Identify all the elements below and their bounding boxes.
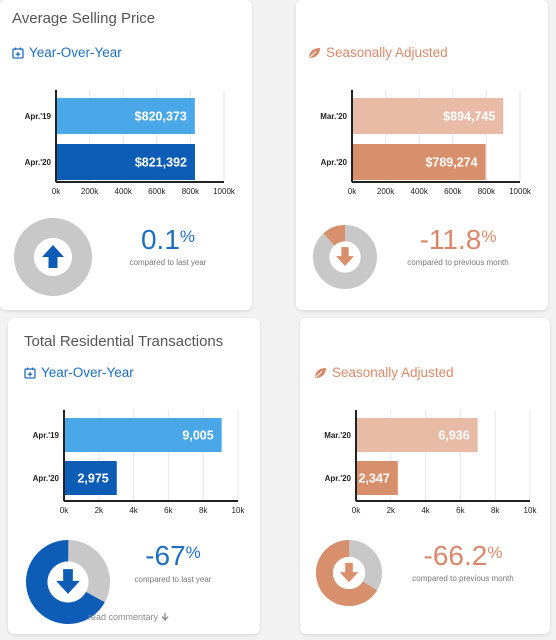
bar-value-label: $789,274 [425, 156, 477, 170]
donut-chart [316, 540, 382, 606]
leaf-icon [315, 367, 326, 378]
bar-value-label: $821,392 [135, 156, 187, 170]
card-transactions-yoy: Total Residential Transactions Year-Over… [8, 318, 260, 634]
category-label: Apr.'20 [33, 474, 60, 483]
bar-chart: 0k 200k 400k 600k 800k 1000k Mar.'20 $894,745 Ap… [320, 90, 532, 196]
x-tick-label: 4k [129, 506, 138, 515]
bar-chart: 0k 2k 4k 6k 8k 10k Apr.'19 9,005 Apr.'20 2,975 [33, 410, 246, 515]
read-commentary-link[interactable]: read commentary [88, 612, 169, 622]
change-number: 0.1 [140, 224, 180, 255]
calendar-icon [24, 367, 36, 379]
bar [357, 418, 478, 452]
x-tick-label: 600k [444, 187, 462, 196]
x-tick-label: 400k [115, 187, 133, 196]
x-tick-label: 0k [60, 506, 69, 515]
change-value: 0.1% [83, 224, 253, 256]
category-label: Mar.'20 [324, 431, 351, 440]
change-number: -66.2 [423, 540, 488, 571]
bar [57, 144, 195, 180]
change-number: -11.8 [419, 224, 482, 255]
calendar-icon [12, 47, 24, 59]
bar [65, 461, 117, 495]
subtitle-year-over-year: Year-Over-Year [24, 365, 134, 380]
x-tick-label: 200k [81, 187, 99, 196]
bar-value-label: 6,936 [438, 429, 469, 443]
x-tick-label: 4k [421, 506, 430, 515]
x-tick-label: 2k [387, 506, 396, 515]
category-label: Apr.'19 [33, 431, 60, 440]
bar-value-label: $894,745 [443, 110, 495, 124]
card-title: Average Selling Price [12, 10, 156, 27]
category-label: Apr.'19 [25, 112, 52, 121]
donut-segment [26, 540, 110, 624]
card-avg-price-seasonal: Seasonally Adjusted 0k 200k 400k 600k 800k 10… [296, 0, 548, 310]
category-label: Apr.'20 [325, 474, 352, 483]
bar-value-label: 2,347 [359, 472, 390, 486]
change-value: -67% [88, 540, 258, 572]
change-number: -67 [145, 540, 186, 571]
x-tick-label: 800k [182, 187, 200, 196]
subtitle-seasonally-adjusted: Seasonally Adjusted [308, 45, 448, 60]
change-value: -11.8% [373, 224, 543, 256]
change-caption: compared to previous month [412, 574, 514, 583]
x-tick-label: 0k [348, 187, 357, 196]
subtitle-label: Year-Over-Year [41, 365, 134, 380]
x-tick-label: 200k [377, 187, 395, 196]
donut-track [14, 218, 92, 296]
arrow-down-icon [335, 247, 355, 267]
leaf-icon [309, 47, 320, 58]
change-unit: % [185, 543, 201, 562]
subtitle-year-over-year: Year-Over-Year [12, 45, 122, 60]
change-unit: % [179, 227, 196, 246]
x-tick-label: 6k [164, 506, 173, 515]
donut-chart [313, 225, 377, 289]
arrow-down-icon [56, 569, 80, 594]
bar-chart: 0k 2k 4k 6k 8k 10k Mar.'20 6,936 Apr.'20 2,347 [324, 410, 538, 515]
x-tick-label: 10k [524, 506, 538, 515]
change-value: -66.2% [378, 540, 548, 572]
subtitle-label: Seasonally Adjusted [332, 365, 454, 380]
category-label: Mar.'20 [320, 112, 347, 121]
donut-chart [14, 218, 92, 296]
x-tick-label: 8k [491, 506, 500, 515]
bar-value-label: $820,373 [135, 110, 187, 124]
donut-chart [26, 540, 110, 624]
bar-value-label: 2,975 [77, 472, 108, 486]
x-tick-label: 6k [456, 506, 465, 515]
arrow-up-icon [42, 245, 64, 268]
x-tick-label: 800k [478, 187, 496, 196]
arrow-down-icon [161, 613, 169, 621]
bar [357, 461, 398, 495]
x-tick-label: 0k [52, 187, 61, 196]
change-caption: compared to previous month [407, 258, 509, 267]
card-transactions-seasonal: Seasonally Adjusted 0k 2k 4k 6k 8k 10k Mar.'20… [300, 318, 550, 634]
subtitle-label: Seasonally Adjusted [326, 45, 448, 60]
x-tick-label: 8k [199, 506, 208, 515]
x-tick-label: 10k [232, 506, 246, 515]
category-label: Apr.'20 [321, 158, 348, 167]
bar [65, 418, 222, 452]
arrow-down-icon [339, 562, 359, 583]
x-tick-label: 1000k [213, 187, 236, 196]
x-tick-label: 2k [95, 506, 104, 515]
change-unit: % [481, 227, 497, 246]
card-title: Total Residential Transactions [24, 333, 224, 350]
bar [353, 98, 504, 134]
x-tick-label: 400k [411, 187, 429, 196]
read-commentary-label: read commentary [88, 612, 159, 622]
change-caption: compared to last year [129, 258, 207, 267]
x-tick-label: 0k [352, 506, 361, 515]
change-caption: compared to last year [134, 575, 212, 584]
subtitle-label: Year-Over-Year [29, 45, 122, 60]
bar-chart: 0k 200k 400k 600k 800k 1000k Apr.'19 $820,373 Ap… [25, 90, 236, 196]
bar-value-label: 9,005 [182, 429, 213, 443]
category-label: Apr.'20 [25, 158, 52, 167]
card-avg-price-yoy: Average Selling Price Year-Over-Year 0k 2… [0, 0, 252, 310]
x-tick-label: 1000k [509, 187, 532, 196]
bar [353, 144, 486, 180]
subtitle-seasonally-adjusted: Seasonally Adjusted [314, 365, 454, 380]
change-unit: % [487, 543, 503, 562]
bar [57, 98, 195, 134]
x-tick-label: 600k [148, 187, 166, 196]
